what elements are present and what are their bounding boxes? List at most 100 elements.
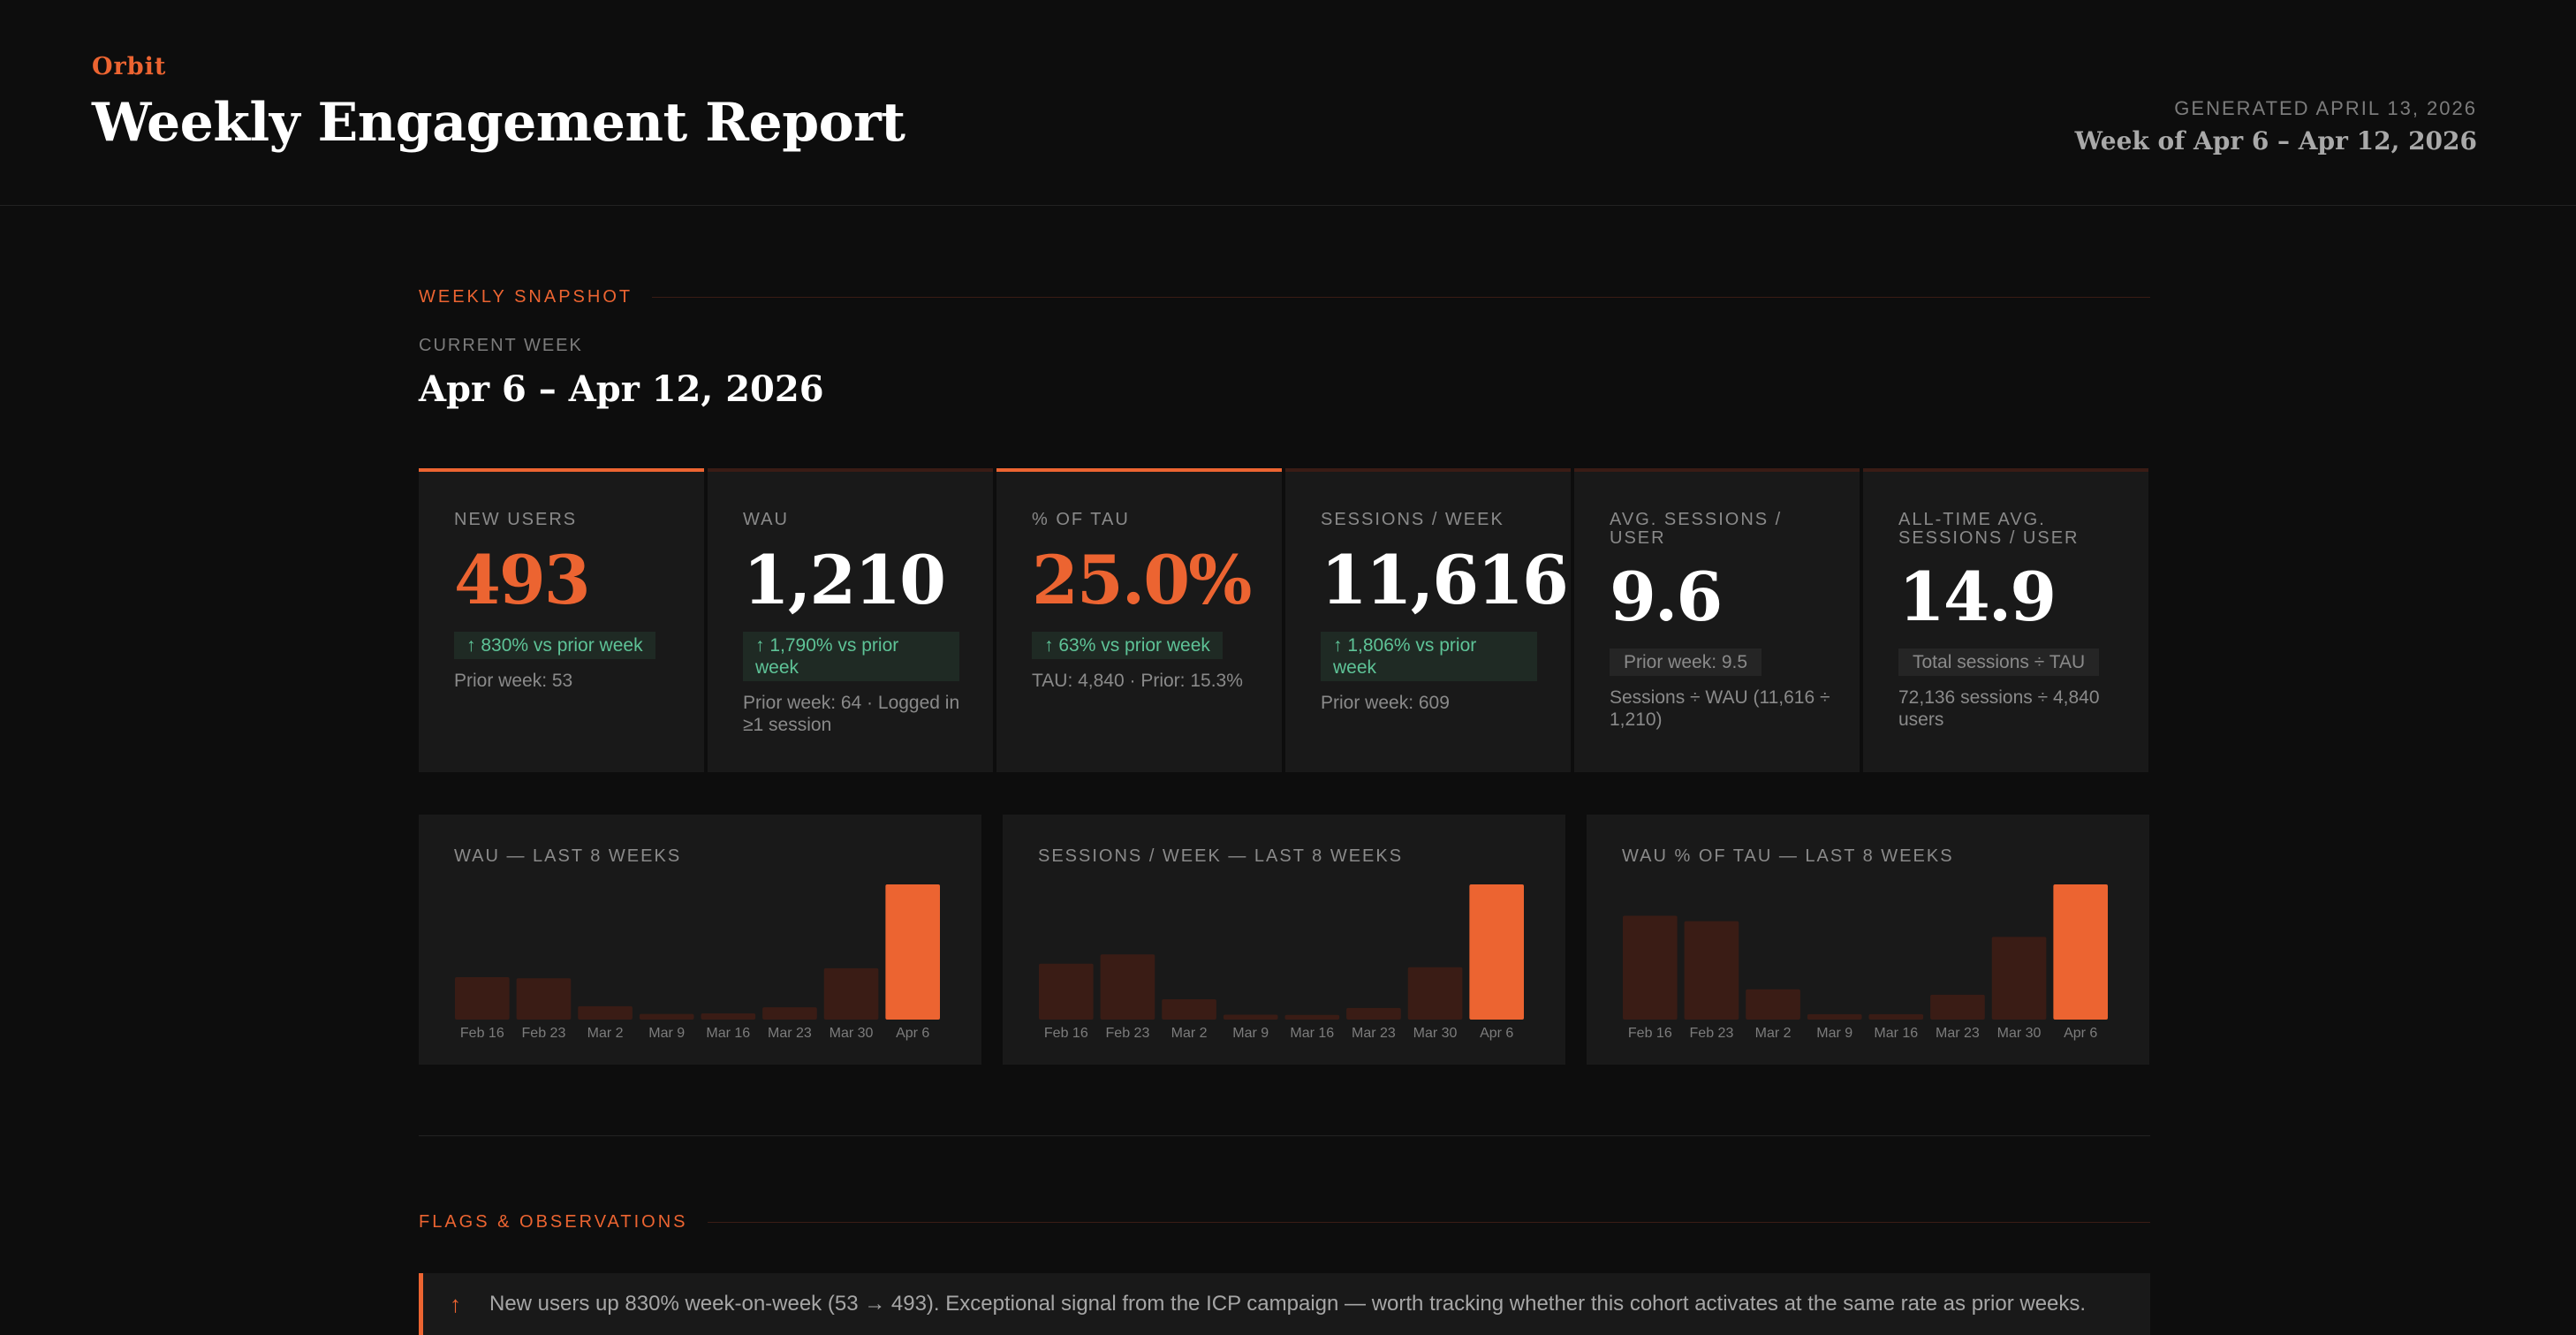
kpi-label: ALL-TIME AVG. SESSIONS / USER	[1898, 510, 2080, 548]
chart-card-pct-tau: WAU % OF TAU — LAST 8 WEEKS Feb 16 Feb 23…	[1587, 815, 2149, 1065]
kpi-card-pct-tau: % OF TAU 25.0% ↑ 63% vs prior week TAU: …	[996, 468, 1282, 772]
report-title: Weekly Engagement Report	[92, 92, 905, 154]
wau-bar-chart: Feb 16 Feb 23 Mar 2 Mar 9 Mar 16 Mar 23 Mar 30…	[455, 884, 940, 1041]
chart-x-tick-label: Mar 9	[1816, 1026, 1852, 1041]
chart-bar-feb-23	[1684, 921, 1739, 1020]
kpi-card-wau: WAU 1,210 ↑ 1,790% vs prior week Prior w…	[708, 468, 993, 772]
chart-x-tick-label: Feb 23	[1106, 1026, 1150, 1041]
chart-bar-mar-16	[1284, 1014, 1340, 1020]
observation-text: New users up 830% week-on-week (53 → 493…	[489, 1292, 2087, 1316]
report-header: Orbit Weekly Engagement Report GENERATED…	[0, 0, 2576, 206]
section-divider	[419, 1135, 2150, 1136]
kpi-delta-badge: ↑ 1,790% vs prior week	[743, 632, 959, 681]
section-divider	[652, 297, 2150, 298]
kpi-value: 493	[454, 541, 591, 619]
observation-item: ↑ New users up 830% week-on-week (53 → 4…	[419, 1273, 2150, 1335]
chart-x-tick-label: Apr 6	[1480, 1026, 1513, 1041]
kpi-label: AVG. SESSIONS / USER	[1610, 510, 1783, 548]
kpi-value: 25.0%	[1032, 541, 1252, 619]
chart-bar-feb-16	[1623, 915, 1678, 1020]
chart-x-tick-label: Mar 16	[1290, 1026, 1334, 1041]
chart-x-tick-label: Feb 23	[1690, 1026, 1734, 1041]
chart-bar-mar-23	[762, 1007, 817, 1020]
pct-tau-bar-chart: Feb 16 Feb 23 Mar 2 Mar 9 Mar 16 Mar 23 Mar 30…	[1623, 884, 2108, 1041]
kpi-value: 14.9	[1898, 558, 2057, 636]
chart-x-tick-label: Mar 23	[1936, 1026, 1980, 1041]
chart-bar-apr-6	[1469, 884, 1524, 1020]
chart-bar-feb-23	[516, 978, 572, 1020]
chart-bar-mar-9	[639, 1013, 694, 1020]
kpi-card-new-users: NEW USERS 493 ↑ 830% vs prior week Prior…	[419, 468, 704, 772]
chart-x-tick-label: Apr 6	[896, 1026, 929, 1041]
current-week-range: Apr 6 – Apr 12, 2026	[419, 368, 824, 410]
current-week-label: CURRENT WEEK	[419, 336, 583, 355]
chart-title: SESSIONS / WEEK — LAST 8 WEEKS	[1038, 846, 1404, 866]
kpi-value: 9.6	[1610, 558, 1723, 636]
kpi-card-alltime-avg: ALL-TIME AVG. SESSIONS / USER 14.9 Total…	[1863, 468, 2148, 772]
kpi-note: Prior week: 53	[454, 671, 573, 691]
chart-x-tick-label: Mar 16	[1874, 1026, 1918, 1041]
section-divider	[707, 1222, 2150, 1223]
chart-x-tick-label: Feb 16	[1628, 1026, 1672, 1041]
section-heading-observations: FLAGS & OBSERVATIONS	[419, 1212, 2150, 1233]
arrow-up-icon: ↑	[450, 1290, 461, 1317]
chart-x-tick-label: Apr 6	[2064, 1026, 2097, 1041]
chart-x-tick-label: Mar 2	[1171, 1026, 1208, 1041]
section-title: WEEKLY SNAPSHOT	[419, 287, 633, 307]
kpi-label: SESSIONS / WEEK	[1321, 510, 1504, 529]
kpi-note: Prior week: 609	[1321, 693, 1450, 713]
chart-bar-mar-9	[1807, 1013, 1862, 1020]
chart-bar-mar-30	[823, 967, 879, 1020]
chart-x-tick-label: Feb 16	[460, 1026, 504, 1041]
kpi-value: 11,616	[1321, 541, 1569, 619]
chart-x-tick-label: Feb 23	[522, 1026, 566, 1041]
chart-bar-mar-16	[701, 1013, 756, 1020]
chart-bar-feb-16	[455, 976, 510, 1020]
chart-card-wau: WAU — LAST 8 WEEKS Feb 16 Feb 23 Mar 2 Mar …	[419, 815, 981, 1065]
kpi-delta-badge: Total sessions ÷ TAU	[1898, 649, 2100, 676]
chart-x-tick-label: Mar 9	[648, 1026, 685, 1041]
kpi-card-avg-sessions: AVG. SESSIONS / USER 9.6 Prior week: 9.5…	[1574, 468, 1860, 772]
kpi-delta-badge: Prior week: 9.5	[1610, 649, 1762, 676]
kpi-row: NEW USERS 493 ↑ 830% vs prior week Prior…	[419, 468, 2150, 772]
kpi-note: Sessions ÷ WAU (11,616 ÷ 1,210)	[1610, 687, 1830, 730]
chart-x-tick-label: Mar 9	[1232, 1026, 1269, 1041]
chart-x-tick-label: Mar 23	[768, 1026, 812, 1041]
kpi-delta-badge: ↑ 1,806% vs prior week	[1321, 632, 1537, 681]
chart-bar-feb-23	[1100, 954, 1155, 1020]
chart-x-tick-label: Mar 30	[1413, 1026, 1458, 1041]
kpi-note: 72,136 sessions ÷ 4,840 users	[1898, 687, 2100, 730]
chart-bar-mar-23	[1346, 1007, 1401, 1020]
chart-bar-mar-30	[1407, 967, 1463, 1020]
sessions-bar-chart: Feb 16 Feb 23 Mar 2 Mar 9 Mar 16 Mar 23 Mar 30…	[1039, 884, 1524, 1041]
kpi-value: 1,210	[743, 541, 946, 619]
week-range: Week of Apr 6 – Apr 12, 2026	[2074, 126, 2477, 155]
chart-title: WAU % OF TAU — LAST 8 WEEKS	[1622, 846, 1954, 866]
chart-row: WAU — LAST 8 WEEKS Feb 16 Feb 23 Mar 2 Mar …	[419, 815, 2150, 1065]
observations-section: FLAGS & OBSERVATIONS ↑ New users up 830%…	[419, 1212, 2150, 1335]
kpi-card-sessions: SESSIONS / WEEK 11,616 ↑ 1,806% vs prior…	[1285, 468, 1571, 772]
chart-x-tick-label: Mar 2	[587, 1026, 624, 1041]
chart-bar-feb-16	[1039, 963, 1094, 1020]
kpi-label: WAU	[743, 510, 789, 529]
chart-x-tick-label: Mar 2	[1755, 1026, 1792, 1041]
chart-card-sessions: SESSIONS / WEEK — LAST 8 WEEKS Feb 16 Feb…	[1003, 815, 1565, 1065]
kpi-note: Prior week: 64 · Logged in ≥1 session	[743, 693, 960, 735]
chart-bar-mar-23	[1930, 994, 1985, 1020]
chart-x-tick-label: Mar 23	[1352, 1026, 1396, 1041]
chart-title: WAU — LAST 8 WEEKS	[454, 846, 682, 866]
kpi-delta-badge: ↑ 63% vs prior week	[1032, 632, 1223, 659]
chart-bar-mar-9	[1223, 1014, 1278, 1020]
chart-x-tick-label: Mar 16	[706, 1026, 750, 1041]
section-heading-snapshot: WEEKLY SNAPSHOT	[419, 287, 2150, 307]
chart-bar-mar-30	[1991, 937, 2047, 1020]
chart-bar-apr-6	[885, 884, 940, 1020]
chart-bar-mar-2	[1162, 998, 1216, 1020]
chart-x-tick-label: Mar 30	[1997, 1026, 2042, 1041]
chart-x-tick-label: Mar 30	[830, 1026, 874, 1041]
chart-bar-mar-2	[1746, 989, 1800, 1020]
chart-bar-mar-16	[1868, 1013, 1924, 1020]
kpi-label: % OF TAU	[1032, 510, 1130, 529]
chart-x-tick-label: Feb 16	[1044, 1026, 1088, 1041]
chart-bar-mar-2	[578, 1005, 633, 1020]
